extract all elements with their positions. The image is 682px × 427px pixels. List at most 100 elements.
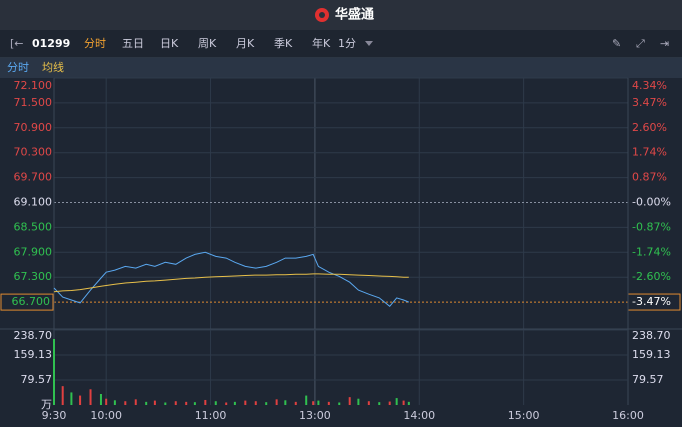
interval[interactable]: 1分 (338, 37, 356, 50)
volume-bar (124, 401, 127, 405)
volume-bar (164, 402, 167, 405)
volume-bar (305, 395, 308, 405)
x-tick-label: 10:00 (90, 409, 122, 422)
dropdown-icon[interactable] (365, 41, 373, 46)
volume-bar (214, 401, 217, 405)
tab[interactable]: 季K (274, 37, 293, 50)
tabs: 分时 五日 日K 周K 月K 季K 年K (84, 36, 331, 50)
y-tick-label: 70.900 (14, 121, 53, 134)
top-bar (0, 0, 682, 30)
edit-icon[interactable]: ✎ (612, 37, 621, 50)
x-tick-label: 11:00 (195, 409, 227, 422)
volume-bar (378, 402, 381, 405)
y2-tick-label: 159.13 (632, 348, 671, 361)
volume-bar (402, 400, 405, 405)
expand-icon[interactable]: ⇥ (660, 37, 669, 50)
volume-bar (338, 402, 341, 405)
volume-bar (70, 392, 73, 405)
x-tick-label: 14:00 (403, 409, 435, 422)
volume-bar (145, 401, 148, 405)
y2-tick-label: 2.60% (632, 121, 667, 134)
volume-bar (284, 400, 287, 405)
y2-tick-label: 3.47% (632, 96, 667, 109)
x-tick-label: 13:00 (299, 409, 331, 422)
volume-bar (395, 398, 398, 405)
volume-bar (105, 398, 108, 405)
y-tick-label: 69.100 (14, 196, 53, 209)
y-tick-label: 238.70 (14, 329, 53, 342)
legend-bar (0, 58, 682, 78)
tab[interactable]: 月K (236, 37, 255, 50)
legend-entry: 分时 (7, 61, 29, 74)
collapse-icon[interactable]: [← (10, 37, 24, 50)
volume-bar (134, 399, 137, 405)
y-tick-label: 72.100 (14, 79, 53, 92)
y2-tick-label: -0.87% (632, 220, 671, 233)
volume-bar (89, 389, 92, 405)
fullscreen-icon[interactable]: ⤢ (636, 37, 645, 50)
logo (315, 8, 329, 22)
volume-bar (193, 402, 196, 405)
volume-bar (348, 397, 351, 405)
app-title: 华盛通 (335, 7, 374, 23)
y2-tick-label: 79.57 (632, 373, 664, 386)
y2-tick-label: -2.60% (632, 270, 671, 283)
volume-bar (53, 339, 55, 405)
volume-bar (61, 386, 64, 405)
volume-bar (244, 400, 247, 405)
tab[interactable]: 五日 (122, 37, 144, 50)
volume-bar (174, 401, 177, 405)
volume-bar (275, 399, 278, 405)
stock-code: 01299 (32, 37, 70, 50)
y-tick-label: 68.500 (14, 220, 53, 233)
y-tick-label: 70.300 (14, 146, 53, 159)
tab[interactable]: 年K (312, 36, 331, 50)
y-tick-label: 66.700 (12, 295, 51, 308)
volume-bar (225, 402, 228, 405)
toolbar (0, 30, 682, 58)
y2-tick-label: 0.87% (632, 171, 667, 184)
volume-bar (204, 399, 207, 405)
series-line (53, 251, 409, 307)
y-tick-label: 67.900 (14, 245, 53, 258)
y2-tick-label: -1.74% (632, 245, 671, 258)
tab[interactable]: 周K (198, 37, 217, 50)
volume-bar (99, 394, 102, 405)
volume-bar (265, 402, 268, 405)
y2-tick-label: -0.00% (632, 196, 671, 209)
volume-bar (388, 401, 391, 405)
volume-bar (312, 401, 315, 405)
y2-tick-label: 4.34% (632, 79, 667, 92)
y-tick-label: 万 (41, 398, 52, 411)
x-tick-label: 15:00 (508, 409, 540, 422)
legend-entry: 均线 (42, 60, 64, 74)
tab[interactable]: 分时 (84, 37, 106, 50)
volume-bar (79, 395, 82, 405)
volume-bar (153, 400, 156, 405)
series-line (53, 273, 409, 293)
y2-tick-label: -3.47% (632, 295, 671, 308)
x-tick-label: 9:30 (42, 409, 67, 422)
y-tick-label: 71.500 (14, 96, 53, 109)
y2-tick-label: 1.74% (632, 146, 667, 159)
y-tick-label: 69.700 (14, 171, 53, 184)
tab[interactable]: 日K (160, 37, 179, 50)
y-tick-label: 79.57 (21, 373, 53, 386)
volume-bar (254, 401, 257, 405)
price-box (0, 293, 54, 311)
x-tick-label: 16:00 (612, 409, 644, 422)
volume-bar (233, 401, 236, 405)
volume-bar (113, 400, 116, 405)
volume-bar (367, 401, 370, 405)
volume-bar (185, 401, 188, 405)
volume-bar (294, 401, 297, 405)
volume-bar (407, 401, 410, 405)
y2-tick-label: 238.70 (632, 329, 671, 342)
y-tick-label: 67.300 (14, 270, 53, 283)
volume-bar (327, 401, 330, 405)
y-tick-label: 159.13 (14, 348, 53, 361)
volume-bar (357, 398, 360, 405)
volume-bar (317, 400, 320, 405)
